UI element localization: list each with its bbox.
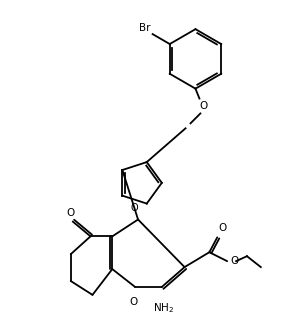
Text: O: O [131,202,138,213]
Text: NH$_2$: NH$_2$ [153,301,174,315]
Text: O: O [66,208,75,217]
Text: Br: Br [139,23,151,33]
Text: O: O [129,297,137,307]
Text: O: O [230,256,238,266]
Text: O: O [199,101,208,111]
Text: O: O [218,223,227,233]
